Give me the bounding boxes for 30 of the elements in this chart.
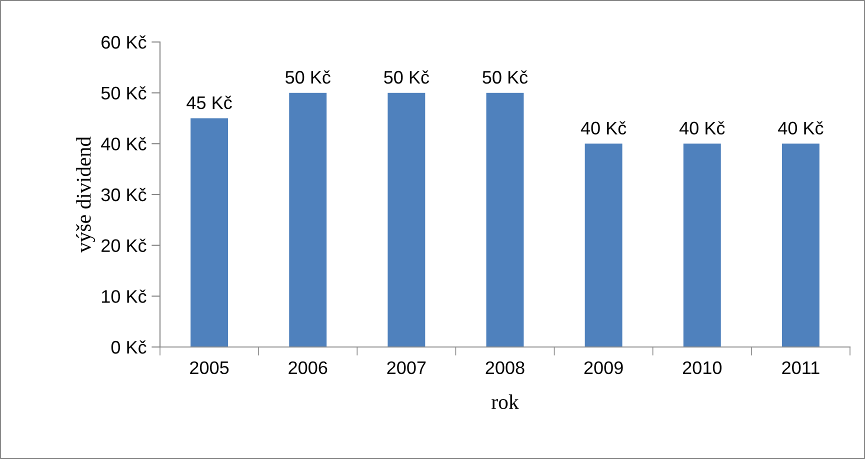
- data-label: 50 Kč: [384, 70, 430, 84]
- y-tick-label: 50 Kč: [101, 86, 146, 100]
- x-tick-label: 2005: [190, 361, 229, 374]
- y-tick-label: 60 Kč: [102, 35, 146, 49]
- data-label: 50 Kč: [285, 70, 330, 84]
- data-label: 40 Kč: [679, 121, 725, 135]
- data-label: 40 Kč: [778, 121, 824, 135]
- data-label: 45 Kč: [186, 96, 232, 110]
- x-axis-title: rok: [492, 394, 519, 410]
- x-tick-label: 2009: [584, 361, 623, 374]
- y-tick-label: 10 Kč: [102, 290, 146, 303]
- x-tick-label: 2011: [782, 361, 820, 374]
- bar: [289, 92, 327, 347]
- bar: [388, 92, 426, 347]
- y-axis-title: výše dividend: [76, 136, 96, 253]
- bar: [683, 144, 721, 347]
- bar: [584, 144, 622, 347]
- y-tick-label: 40 Kč: [101, 137, 146, 150]
- x-tick-label: 2007: [387, 361, 426, 374]
- data-label: 40 Kč: [580, 121, 626, 135]
- y-tick-label: 20 Kč: [102, 238, 146, 252]
- bar: [486, 92, 524, 347]
- bar: [190, 118, 228, 347]
- x-tick-label: 2006: [288, 361, 328, 374]
- x-tick-label: 2008: [486, 361, 524, 374]
- y-tick-label: 30 Kč: [101, 188, 146, 202]
- y-tick-label: 0 Kč: [111, 340, 146, 354]
- x-tick-label: 2010: [682, 361, 722, 374]
- bar: [782, 144, 820, 347]
- data-label: 50 Kč: [482, 70, 528, 84]
